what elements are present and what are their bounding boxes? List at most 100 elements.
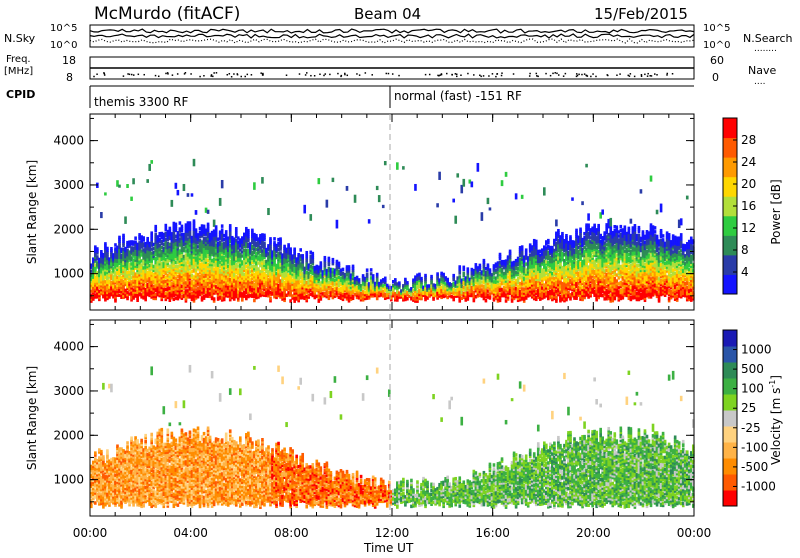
heatmap-cell <box>424 274 427 278</box>
nave-dot <box>529 73 531 75</box>
heatmap-cell <box>193 159 196 166</box>
nave-dot <box>340 76 342 78</box>
heatmap-cell <box>235 227 238 231</box>
heatmap-cell <box>207 210 210 214</box>
freq-panel: Freq. [MHz] 18 8 60 0 Nave .... <box>4 54 776 87</box>
heatmap-cell <box>287 243 290 247</box>
nave-dot <box>429 74 431 76</box>
heatmap-cell <box>483 259 486 263</box>
nave-dot <box>616 74 618 76</box>
heatmap-cell <box>430 275 433 279</box>
cpid-segment-1: themis 3300 RF <box>94 95 188 109</box>
heatmap-cell <box>358 278 361 282</box>
nave-dot <box>667 73 669 75</box>
heatmap-cell <box>354 195 357 203</box>
nave-dot <box>103 72 105 74</box>
heatmap-cell <box>253 182 256 190</box>
heatmap-cell <box>420 277 423 281</box>
heatmap-cell <box>384 161 387 165</box>
nave-dot <box>213 72 215 74</box>
heatmap-cell <box>96 247 99 251</box>
heatmap-cell <box>104 242 107 246</box>
heatmap-cell <box>378 195 381 202</box>
heatmap-cell <box>279 237 282 241</box>
heatmap-cell <box>150 231 153 235</box>
nave-dot <box>488 75 490 77</box>
nave-dot <box>211 74 213 76</box>
nave-tick-bottom: 0 <box>712 71 719 84</box>
nave-dot <box>451 74 453 76</box>
nave-dot <box>578 74 580 76</box>
nave-dot <box>177 73 179 75</box>
heatmap-cell <box>118 236 121 240</box>
noise-traces <box>90 29 694 43</box>
nave-dot <box>131 74 133 76</box>
heatmap-cell <box>543 187 546 195</box>
heatmap-cell <box>134 236 137 240</box>
heatmap-cell <box>148 164 151 171</box>
heatmap-cell <box>458 265 461 269</box>
heatmap-cell <box>466 267 469 271</box>
heatmap-cell <box>398 281 401 285</box>
nave-dot <box>155 75 157 77</box>
heatmap-cell <box>187 193 190 197</box>
nave-dot <box>93 76 95 78</box>
heatmap-cell <box>376 186 379 190</box>
nave-dot <box>467 73 469 75</box>
heatmap-cell <box>269 237 272 241</box>
heatmap-cell <box>171 200 174 207</box>
date-title: 15/Feb/2015 <box>594 5 688 23</box>
nave-dot <box>325 73 327 75</box>
heatmap-cell <box>181 225 184 229</box>
heatmap-cell <box>183 184 186 191</box>
heatmap-cell <box>376 273 379 277</box>
nave-dot <box>305 74 307 76</box>
heatmap-cell <box>261 177 264 184</box>
heatmap-cell <box>263 234 266 238</box>
nave-dot <box>647 75 649 77</box>
nave-dot <box>347 75 349 77</box>
noise-tick-left-bottom: 10^0 <box>50 40 77 51</box>
nave-dot <box>199 76 201 78</box>
heatmap-cell <box>221 228 224 232</box>
freq-traces <box>90 68 694 77</box>
noise-tick-right-top: 10^5 <box>703 23 730 34</box>
heatmap-cell <box>342 268 345 272</box>
nave-dot <box>167 72 169 74</box>
nave-dot <box>319 74 321 76</box>
heatmap-cell <box>481 212 484 221</box>
noise-panel: N.Sky N.Search ........ 10^5 10^0 10^5 1… <box>4 23 793 54</box>
station-title: McMurdo (fitACF) <box>94 4 240 24</box>
heatmap-cell <box>320 261 323 265</box>
heatmap-cell <box>346 186 349 191</box>
nave-dot <box>590 76 592 78</box>
nave-dot <box>647 73 649 75</box>
heatmap-cell <box>293 248 296 252</box>
heatmap-cell <box>273 237 276 241</box>
heatmap-cell <box>263 242 266 246</box>
heatmap-cell <box>452 199 455 203</box>
nave-dot <box>552 73 554 75</box>
heatmap-cell <box>301 254 304 257</box>
heatmap-cell <box>106 247 109 251</box>
nave-dot <box>229 73 231 75</box>
heatmap-cell <box>396 162 399 169</box>
heatmap-cell <box>189 221 192 225</box>
nave-dot <box>536 75 538 77</box>
heatmap-cell <box>221 224 224 228</box>
heatmap-cell <box>436 203 439 207</box>
heatmap-cell <box>251 229 254 233</box>
nave-dot <box>386 73 388 75</box>
nave-dot <box>314 75 316 77</box>
heatmap-cell <box>515 193 518 199</box>
heatmap-cell <box>324 256 327 260</box>
heatmap-cell <box>154 225 157 229</box>
heatmap-cell <box>456 173 459 177</box>
nave-dot <box>371 74 373 76</box>
nave-dot <box>216 72 218 74</box>
nave-label: Nave <box>748 64 776 77</box>
heatmap-cell <box>555 219 558 226</box>
nave-dot <box>329 74 331 76</box>
nave-dot <box>262 73 264 75</box>
